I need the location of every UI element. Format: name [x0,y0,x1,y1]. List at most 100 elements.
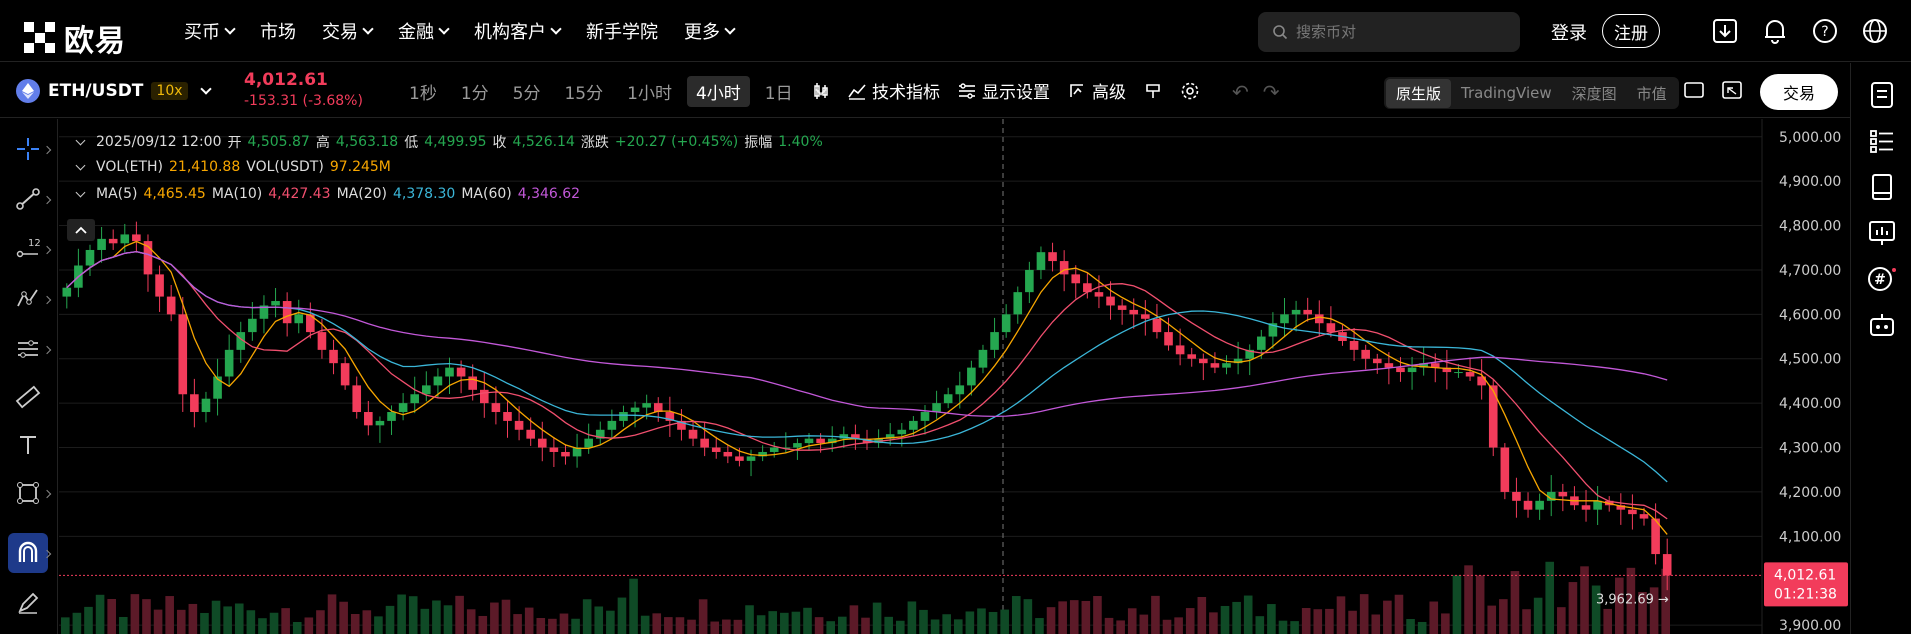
search-input[interactable] [1296,23,1496,41]
list-icon[interactable] [1866,125,1898,157]
leverage-badge: 10x [151,82,188,100]
nav-item-academy[interactable]: 新手学院 [586,22,658,43]
interval-15m[interactable]: 15分 [564,84,604,104]
display-settings-button[interactable]: 显示设置 [958,78,1050,103]
logo-mark-icon [24,22,56,54]
settings-button[interactable] [1180,81,1200,101]
candle-body [839,434,849,439]
redo-icon[interactable]: ↷ [1262,80,1280,104]
bell-icon[interactable] [1760,16,1790,46]
candle-body [735,456,744,461]
volume-bar [675,617,685,634]
channel-tool[interactable] [8,329,48,369]
interval-5m[interactable]: 5分 [512,84,541,104]
fib-tool[interactable]: 123 [8,229,48,269]
collapse-legend-button[interactable] [67,219,95,241]
candle-body [236,332,246,350]
candle-body [851,434,860,439]
candle-body [85,249,95,266]
candle-body [1175,345,1185,355]
download-icon[interactable] [1710,16,1740,46]
volume-bar [722,619,731,634]
advanced-button[interactable]: 高级 [1068,78,1126,103]
candlestick-chart[interactable]: 5,000.00 4,900.00 4,800.00 4,700.00 4,600.00… [59,119,1850,634]
volume-bar [640,615,650,634]
magnet-tool[interactable] [8,533,48,573]
volume-bar [1383,600,1392,634]
price-change: -153.31 (-3.68%) [244,93,363,109]
eth-icon [16,79,40,103]
search-box[interactable] [1258,12,1520,52]
interval-1h[interactable]: 1小时 [627,84,672,104]
gear-icon [1181,82,1199,99]
ma-legend: MA(5) 4,465.45 MA(10) 4,427.43 MA(20) 4,378… [75,186,580,202]
volume-bar [1209,612,1218,634]
price-tick-label: 4,700.00 [1779,263,1841,279]
interval-1m[interactable]: 1分 [460,84,489,104]
volume-bar [606,610,615,634]
volume-bar [884,616,893,634]
price-chart[interactable]: 5,000.00 4,900.00 4,800.00 4,700.00 4,600.00… [59,119,1850,634]
price-tick-label: 4,400.00 [1779,396,1841,412]
ma60-line [66,250,1668,418]
nav-item-market[interactable]: 市场 [260,22,296,43]
magnet-icon [18,541,38,562]
crosshair-tool[interactable] [8,129,48,169]
candle-body [1465,372,1475,377]
window-icon[interactable] [1684,81,1704,103]
chart-board-icon[interactable] [1866,217,1898,249]
tab-depth[interactable]: 深度图 [1571,84,1617,103]
volume-bar [1394,594,1404,634]
volume-bar [1290,621,1299,634]
trade-button[interactable]: 交易 [1760,74,1838,110]
undo-icon[interactable]: ↶ [1232,80,1249,104]
candle-body [1651,518,1660,555]
order-book-icon[interactable] [1866,79,1898,111]
hashtag-icon[interactable]: # [1866,263,1898,295]
interval-4h[interactable]: 4小时 [686,76,750,107]
nav-item-institutions[interactable]: 机构客户 [474,18,562,44]
volume-bar [803,607,812,634]
indicators-button[interactable]: 技术指标 [848,78,940,103]
volume-bar [1023,599,1033,634]
pattern-tool[interactable] [8,279,48,319]
globe-icon[interactable] [1860,16,1890,46]
text-tool[interactable] [8,425,48,465]
tab-market-cap[interactable]: 市值 [1636,84,1667,103]
help-icon[interactable]: ? [1810,16,1840,46]
candle-body [1523,500,1533,510]
tab-tradingview[interactable]: TradingView [1461,84,1552,102]
volume-bar [455,595,464,634]
candle-body [595,429,605,439]
tab-native[interactable]: 原生版 [1386,78,1452,108]
bot-icon[interactable] [1866,309,1898,341]
candle-body [491,403,501,413]
fullscreen-icon[interactable] [1722,81,1742,103]
volume-bar [930,619,940,634]
trendline-tool[interactable] [8,179,48,219]
book-icon[interactable] [1866,171,1898,203]
login-link[interactable]: 登录 [1551,23,1587,44]
register-button[interactable]: 注册 [1602,14,1660,48]
brush-tool[interactable] [8,583,48,623]
ruler-tool[interactable] [8,377,48,417]
volume-bar [478,615,488,634]
pair-selector[interactable]: ETH/USDT 10x [16,79,212,103]
nav-item-buy[interactable]: 买币 [184,18,236,44]
nav-item-more[interactable]: 更多 [684,18,736,44]
volume-bar [1464,565,1473,634]
interval-1s[interactable]: 1秒 [409,84,437,104]
volume-bar [1336,596,1346,634]
volume-bar [745,605,754,634]
candle-body [271,301,280,306]
crosshair-icon [17,138,39,160]
template-button[interactable] [1144,82,1162,100]
interval-1d[interactable]: 1日 [764,84,793,104]
shape-tool[interactable] [8,473,48,513]
volume-bar [1615,577,1624,634]
nav-item-finance[interactable]: 金融 [398,18,450,44]
chart-type-button[interactable] [812,82,830,100]
logo[interactable]: 欧易 [24,16,126,60]
nav-item-trade[interactable]: 交易 [322,18,374,44]
volume-bar [246,610,256,634]
